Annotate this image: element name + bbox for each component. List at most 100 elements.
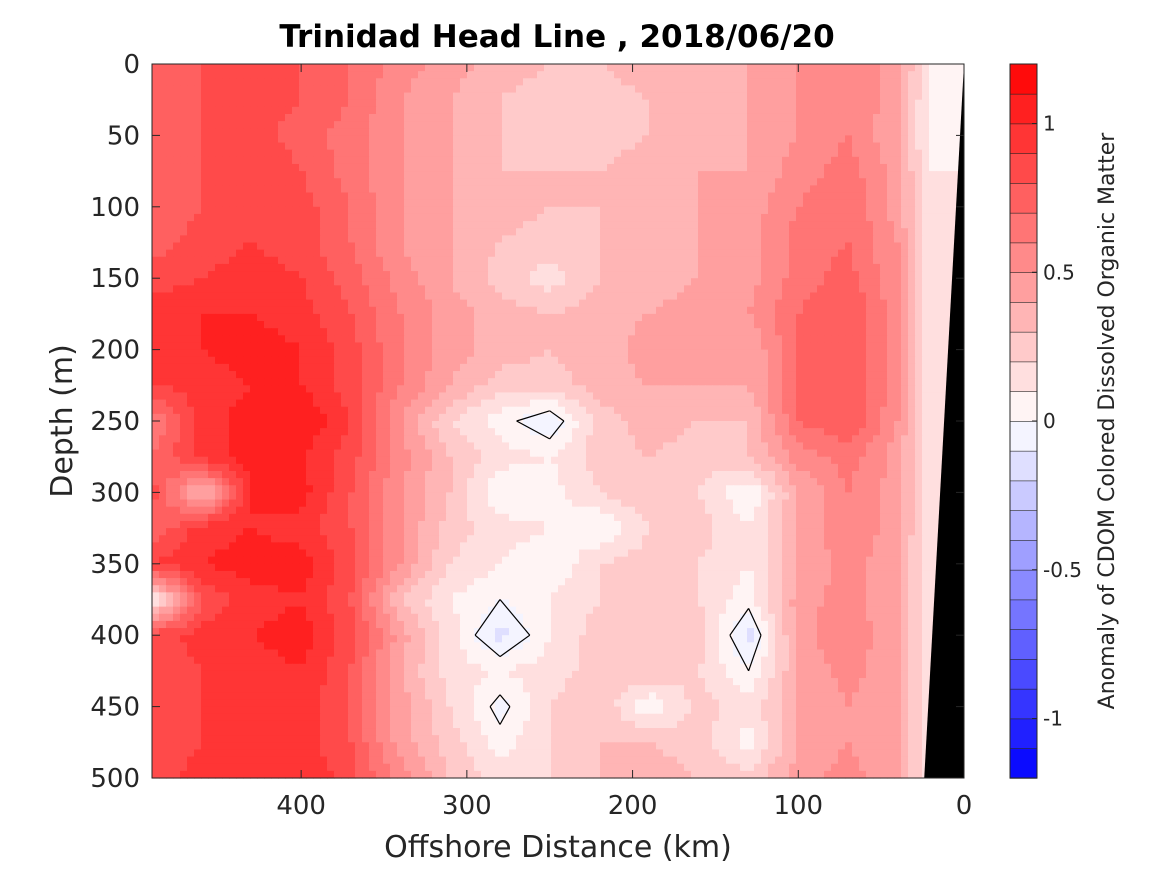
heatmap-cell [810,285,818,294]
heatmap-cell [348,256,356,265]
heatmap-cell [425,328,433,336]
heatmap-cell [887,99,895,108]
heatmap-cell [516,178,524,186]
heatmap-cell [950,185,958,194]
heatmap-cell [719,121,727,129]
heatmap-cell [418,363,426,372]
heatmap-cell [271,106,279,115]
heatmap-cell [530,71,538,79]
heatmap-cell [474,185,482,194]
heatmap-cell [600,185,608,194]
heatmap-cell [355,213,363,222]
heatmap-cell [782,113,790,122]
heatmap-cell [887,71,895,79]
heatmap-cell [775,221,783,229]
heatmap-cell [712,142,720,151]
heatmap-cell [789,78,797,87]
heatmap-cell [166,78,174,87]
heatmap-cell [824,363,832,372]
heatmap-cell [432,106,440,115]
heatmap-cell [957,113,965,122]
heatmap-cell [586,249,594,258]
heatmap-cell [789,64,797,72]
heatmap-cell [152,192,160,201]
heatmap-cell [887,313,895,322]
heatmap-cell [901,128,909,136]
heatmap-cell [740,278,748,286]
heatmap-cell [292,271,300,279]
heatmap-cell [306,313,314,322]
heatmap-cell [824,156,832,165]
heatmap-cell [859,249,867,258]
heatmap-cell [663,156,671,165]
heatmap-cell [334,349,342,358]
heatmap-cell [313,306,321,315]
heatmap-cell [551,192,559,201]
heatmap-cell [425,213,433,222]
heatmap-cell [614,199,622,208]
heatmap-cell [817,135,825,144]
heatmap-cell [663,356,671,365]
heatmap-cell [201,242,209,251]
heatmap-cell [600,242,608,251]
heatmap-cell [488,285,496,294]
heatmap-cell [187,342,195,351]
heatmap-cell [474,163,482,172]
heatmap-cell [257,306,265,315]
heatmap-cell [173,235,181,244]
heatmap-cell [544,256,552,265]
heatmap-cell [740,71,748,79]
heatmap-cell [516,213,524,222]
heatmap-cell [425,71,433,79]
heatmap-cell [201,235,209,244]
heatmap-cell [943,135,951,144]
heatmap-cell [852,135,860,144]
heatmap-cell [355,278,363,286]
heatmap-cell [271,113,279,122]
heatmap-cell [397,199,405,208]
heatmap-cell [761,313,769,322]
heatmap-cell [831,171,839,179]
heatmap-cell [229,328,237,336]
heatmap-cell [880,292,888,301]
heatmap-cell [579,106,587,115]
heatmap-cell [649,285,657,294]
heatmap-cell [922,128,930,136]
heatmap-cell [250,64,258,72]
heatmap-cell [362,142,370,151]
heatmap-cell [656,199,664,208]
heatmap-cell [726,271,734,279]
heatmap-cell [908,192,916,201]
heatmap-cell [579,213,587,222]
heatmap-cell [656,292,664,301]
heatmap-cell [194,356,202,365]
heatmap-cell [866,256,874,265]
heatmap-cell [600,328,608,336]
heatmap-cell [383,64,391,72]
heatmap-cell [516,335,524,344]
heatmap-cell [565,271,573,279]
heatmap-cell [299,135,307,144]
heatmap-cell [761,256,769,265]
heatmap-cell [544,235,552,244]
heatmap-cell [880,192,888,201]
heatmap-cell [600,113,608,122]
heatmap-cell [796,85,804,94]
heatmap-cell [390,263,398,272]
heatmap-cell [691,313,699,322]
heatmap-cell [474,321,482,329]
heatmap-cell [691,356,699,365]
heatmap-cell [768,263,776,272]
heatmap-cell [313,292,321,301]
heatmap-cell [761,228,769,236]
heatmap-cell [845,185,853,194]
heatmap-cell [845,299,853,308]
heatmap-cell [411,128,419,136]
heatmap-cell [593,135,601,144]
heatmap-cell [824,335,832,344]
heatmap-cell [152,285,160,294]
heatmap-cell [432,156,440,165]
heatmap-cell [621,342,629,351]
heatmap-cell [810,85,818,94]
heatmap-cell [208,85,216,94]
